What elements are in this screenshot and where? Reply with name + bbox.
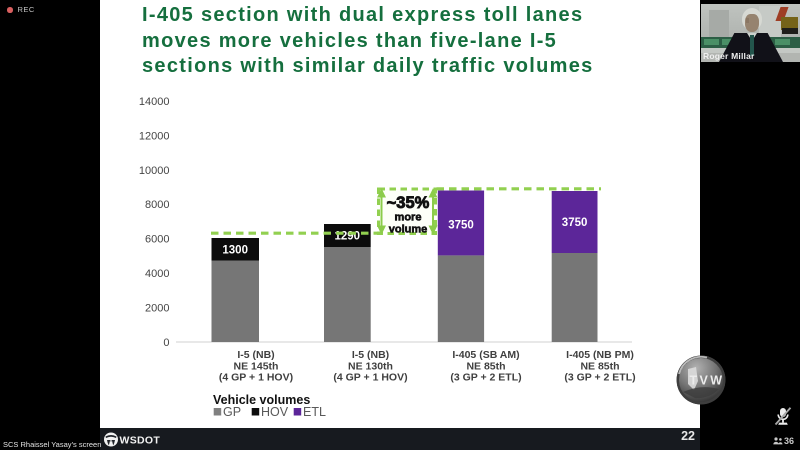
svg-text:14000: 14000 <box>139 96 170 108</box>
svg-text:TVW: TVW <box>690 374 725 388</box>
svg-text:volume: volume <box>389 224 428 236</box>
svg-text:0: 0 <box>163 337 169 349</box>
svg-text:~35%: ~35% <box>387 194 430 212</box>
svg-text:GP: GP <box>223 405 241 419</box>
svg-text:NE 85th: NE 85th <box>580 360 619 372</box>
svg-text:I-5 (NB): I-5 (NB) <box>237 349 274 361</box>
svg-text:2000: 2000 <box>145 302 169 314</box>
svg-text:WSDOT: WSDOT <box>120 435 161 447</box>
svg-text:6000: 6000 <box>145 234 169 246</box>
svg-text:I-5 (NB): I-5 (NB) <box>352 349 389 361</box>
svg-text:ETL: ETL <box>303 405 326 419</box>
svg-text:(3 GP + 2 ETL): (3 GP + 2 ETL) <box>564 372 635 384</box>
svg-text:1300: 1300 <box>222 245 248 257</box>
svg-text:more: more <box>395 212 422 224</box>
svg-text:3750: 3750 <box>448 220 474 232</box>
svg-text:NE 130th: NE 130th <box>348 360 393 372</box>
svg-text:NE 145th: NE 145th <box>234 360 279 372</box>
svg-text:4000: 4000 <box>145 268 169 280</box>
svg-text:I-405 (NB PM): I-405 (NB PM) <box>566 349 634 361</box>
svg-text:8000: 8000 <box>145 199 169 211</box>
svg-text:I-405 (SB AM): I-405 (SB AM) <box>452 349 519 361</box>
svg-text:3750: 3750 <box>562 217 588 229</box>
svg-text:(4 GP + 1 HOV): (4 GP + 1 HOV) <box>219 372 293 384</box>
svg-text:(3 GP + 2 ETL): (3 GP + 2 ETL) <box>450 372 521 384</box>
svg-text:Vehicle volumes: Vehicle volumes <box>213 393 310 407</box>
svg-text:(4 GP + 1 HOV): (4 GP + 1 HOV) <box>333 372 407 384</box>
svg-text:10000: 10000 <box>139 165 170 177</box>
svg-text:12000: 12000 <box>139 130 170 142</box>
svg-text:HOV: HOV <box>261 405 289 419</box>
svg-text:NE 85th: NE 85th <box>466 360 505 372</box>
